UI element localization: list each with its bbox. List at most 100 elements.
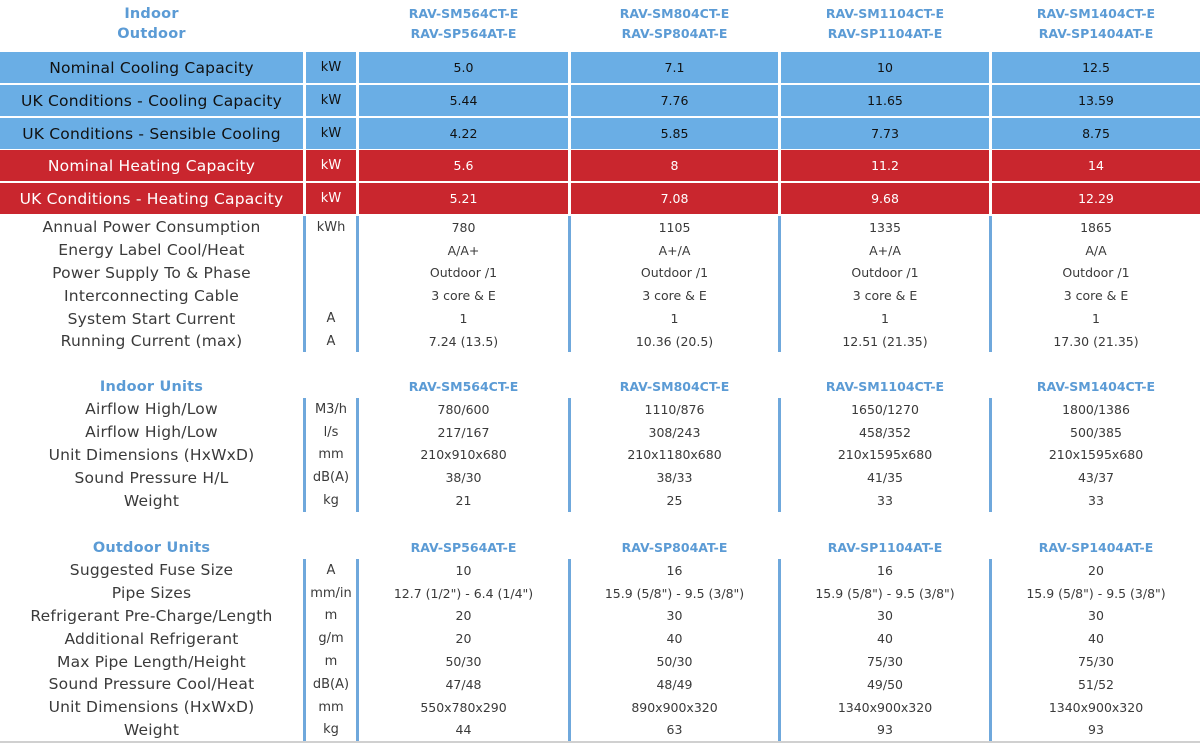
row-label: Max Pipe Length/Height bbox=[57, 652, 246, 671]
table-row: Sound Pressure H/L dB(A) 38/30 38/33 41/35 43… bbox=[0, 466, 1200, 489]
row-label: Sound Pressure H/L bbox=[74, 468, 229, 487]
table-row: Airflow High/Low l/s 217/167 308/243 458/352… bbox=[0, 421, 1200, 444]
row-value: 890x900x320 bbox=[631, 699, 718, 715]
row-value: 10 bbox=[877, 60, 893, 75]
table-row: Energy Label Cool/Heat A/A+ A+/A A+/A A/A bbox=[0, 239, 1200, 262]
header-model-col-1: RAV-SM564CT-E RAV-SP564AT-E bbox=[359, 3, 568, 45]
row-label: Weight bbox=[123, 720, 180, 739]
row-value: 93 bbox=[1088, 722, 1104, 738]
table-row: Power Supply To & Phase Outdoor /1 Outdoor… bbox=[0, 262, 1200, 285]
row-value: 1340x900x320 bbox=[1048, 699, 1144, 715]
row-label: Nominal Cooling Capacity bbox=[49, 58, 254, 77]
row-label: Suggested Fuse Size bbox=[69, 561, 234, 580]
row-value: 50/30 bbox=[445, 654, 482, 670]
row-value: 16 bbox=[877, 562, 893, 578]
row-value: 210x1180x680 bbox=[627, 447, 722, 463]
row-label: Sound Pressure Cool/Heat bbox=[48, 675, 255, 694]
row-value: 5.85 bbox=[660, 126, 689, 141]
row-value: 40 bbox=[666, 631, 683, 647]
outdoor-model: RAV-SP564AT-E bbox=[410, 26, 517, 41]
model-name: RAV-SM1404CT-E bbox=[1036, 379, 1156, 394]
row-label: Refrigerant Pre-Charge/Length bbox=[30, 606, 273, 625]
column-separator bbox=[356, 398, 359, 512]
header-model-col-2: RAV-SM804CT-E RAV-SP804AT-E bbox=[571, 3, 778, 45]
header-row: Indoor Outdoor RAV-SM564CT-E RAV-SP564AT… bbox=[0, 3, 1200, 45]
model-name: RAV-SP564AT-E bbox=[410, 540, 517, 555]
row-label: Nominal Heating Capacity bbox=[47, 156, 256, 175]
table-row: Additional Refrigerant g/m 20 40 40 40 bbox=[0, 627, 1200, 650]
row-fill-segment bbox=[359, 52, 568, 83]
row-value: 500/385 bbox=[1070, 424, 1122, 440]
row-value: Outdoor /1 bbox=[1062, 265, 1130, 281]
indoor-model: RAV-SM804CT-E bbox=[619, 6, 730, 21]
row-value: 9.68 bbox=[871, 191, 899, 206]
row-value: Outdoor /1 bbox=[640, 265, 709, 281]
capacity-row: Nominal Cooling Capacity kW 5.0 7.1 10 12.5 bbox=[0, 52, 1200, 83]
column-separator bbox=[303, 398, 306, 512]
row-value: 15.9 (5/8") - 9.5 (3/8") bbox=[604, 585, 745, 601]
table-row: Weight kg 21 25 33 33 bbox=[0, 489, 1200, 512]
row-value: 11.2 bbox=[871, 158, 899, 173]
row-label: UK Conditions - Cooling Capacity bbox=[20, 91, 283, 110]
row-label: UK Conditions - Heating Capacity bbox=[19, 189, 284, 208]
row-value: 38/33 bbox=[656, 470, 693, 486]
table-row: Annual Power Consumption kWh 780 1105 1335 18… bbox=[0, 216, 1200, 239]
row-value: 210x1595x680 bbox=[1048, 447, 1144, 463]
row-value: 3 core & E bbox=[642, 288, 707, 304]
indoor-model: RAV-SM1104CT-E bbox=[825, 6, 945, 21]
row-value: 63 bbox=[666, 722, 683, 738]
row-unit bbox=[306, 284, 356, 307]
row-value: Outdoor /1 bbox=[429, 265, 498, 281]
row-unit bbox=[306, 262, 356, 285]
row-value: 33 bbox=[877, 493, 893, 509]
row-label: Energy Label Cool/Heat bbox=[58, 241, 245, 260]
row-value: 217/167 bbox=[437, 424, 490, 440]
row-label: Unit Dimensions (HxWxD) bbox=[48, 445, 255, 464]
model-name: RAV-SP804AT-E bbox=[621, 540, 728, 555]
column-separator bbox=[303, 216, 306, 352]
row-value: A/A bbox=[1085, 242, 1107, 258]
row-fill-segment bbox=[571, 85, 778, 116]
row-label: Pipe Sizes bbox=[111, 584, 192, 603]
row-value: 1650/1270 bbox=[851, 401, 919, 417]
row-unit: A bbox=[326, 311, 336, 327]
capacity-row: UK Conditions - Heating Capacity kW 5.21 7.… bbox=[0, 183, 1200, 214]
row-value: 5.6 bbox=[453, 158, 474, 173]
capacity-row: UK Conditions - Cooling Capacity kW 5.44 7.… bbox=[0, 85, 1200, 116]
row-unit: A bbox=[326, 333, 336, 349]
row-unit: mm bbox=[318, 699, 344, 715]
row-value: 44 bbox=[455, 722, 472, 738]
row-unit: kW bbox=[320, 126, 342, 141]
row-unit: M3/h bbox=[314, 401, 348, 417]
row-fill-segment bbox=[781, 118, 989, 149]
row-unit bbox=[306, 239, 356, 262]
row-fill-segment bbox=[306, 150, 356, 181]
outdoor-label: Outdoor bbox=[117, 26, 186, 42]
row-value: 33 bbox=[1088, 493, 1104, 509]
row-label: Weight bbox=[123, 491, 180, 510]
row-fill-segment bbox=[306, 85, 356, 116]
row-unit: m bbox=[324, 608, 338, 624]
row-label: Running Current (max) bbox=[60, 332, 243, 351]
row-fill-segment bbox=[306, 52, 356, 83]
row-fill-segment bbox=[992, 183, 1200, 214]
row-value: 51/52 bbox=[1077, 676, 1115, 692]
outdoor-model: RAV-SP1104AT-E bbox=[827, 26, 943, 41]
table-row: Pipe Sizes mm/in 12.7 (1/2") - 6.4 (1/4") 1… bbox=[0, 582, 1200, 605]
row-unit: l/s bbox=[323, 424, 339, 440]
row-fill-segment bbox=[992, 52, 1200, 83]
row-value: 3 core & E bbox=[1063, 288, 1129, 304]
row-unit: kW bbox=[320, 93, 342, 108]
row-value: 11.65 bbox=[867, 93, 903, 108]
column-separator bbox=[568, 559, 571, 742]
row-value: A/A+ bbox=[447, 242, 480, 258]
row-value: 1 bbox=[881, 311, 889, 327]
capacity-row: Nominal Heating Capacity kW 5.6 8 11.2 14 bbox=[0, 150, 1200, 181]
column-separator bbox=[989, 398, 992, 512]
row-value: 25 bbox=[666, 493, 683, 509]
row-value: 8 bbox=[670, 158, 679, 173]
table-row: Unit Dimensions (HxWxD) mm 210x910x680 210x… bbox=[0, 444, 1200, 467]
row-value: 30 bbox=[877, 608, 893, 624]
row-fill-segment bbox=[306, 118, 356, 149]
row-value: 12.5 bbox=[1082, 60, 1110, 75]
